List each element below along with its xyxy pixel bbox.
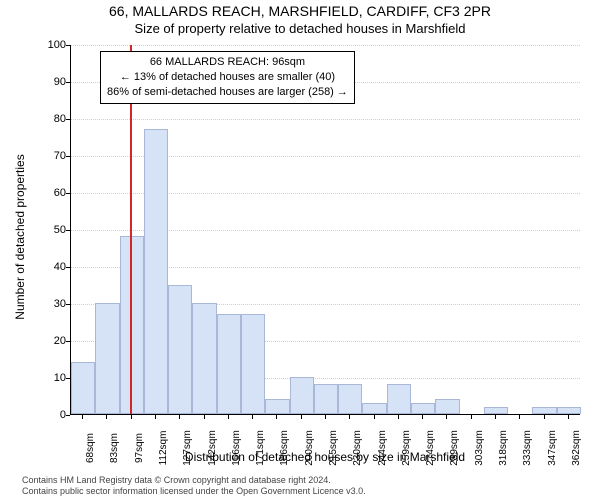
annotation-line: 66 MALLARDS REACH: 96sqm xyxy=(107,55,348,70)
histogram-bar xyxy=(387,384,411,414)
y-tick-mark xyxy=(66,82,70,83)
x-tick-mark xyxy=(155,415,156,419)
y-tick-mark xyxy=(66,415,70,416)
y-tick-label: 20 xyxy=(36,335,66,347)
histogram-bar xyxy=(557,407,581,414)
y-tick-mark xyxy=(66,378,70,379)
histogram-bar xyxy=(120,236,144,414)
x-tick-mark xyxy=(325,415,326,419)
x-tick-mark xyxy=(82,415,83,419)
y-tick-label: 90 xyxy=(36,76,66,88)
histogram-bar xyxy=(71,362,95,414)
histogram-bar xyxy=(411,403,435,414)
histogram-bar xyxy=(435,399,459,414)
x-tick-mark xyxy=(131,415,132,419)
x-tick-mark xyxy=(204,415,205,419)
x-tick-mark xyxy=(471,415,472,419)
y-tick-label: 10 xyxy=(36,372,66,384)
histogram-bar xyxy=(95,303,119,414)
y-tick-label: 30 xyxy=(36,298,66,310)
gridline xyxy=(71,45,580,46)
x-axis-label: Distribution of detached houses by size … xyxy=(70,450,580,464)
chart-title: 66, MALLARDS REACH, MARSHFIELD, CARDIFF,… xyxy=(0,3,600,19)
x-tick-mark xyxy=(349,415,350,419)
y-tick-label: 70 xyxy=(36,150,66,162)
annotation-line: ← 13% of detached houses are smaller (40… xyxy=(107,70,348,85)
histogram-bar xyxy=(290,377,314,414)
x-tick-mark xyxy=(179,415,180,419)
chart-subtitle: Size of property relative to detached ho… xyxy=(0,21,600,36)
x-tick-mark xyxy=(544,415,545,419)
chart-container: 66, MALLARDS REACH, MARSHFIELD, CARDIFF,… xyxy=(0,0,600,500)
y-tick-label: 100 xyxy=(36,39,66,51)
annotation-line: 86% of semi-detached houses are larger (… xyxy=(107,85,348,100)
annotation-box: 66 MALLARDS REACH: 96sqm← 13% of detache… xyxy=(100,51,355,104)
x-tick-mark xyxy=(495,415,496,419)
y-tick-mark xyxy=(66,267,70,268)
histogram-bar xyxy=(532,407,556,414)
x-tick-mark xyxy=(252,415,253,419)
histogram-bar xyxy=(217,314,241,414)
x-tick-mark xyxy=(398,415,399,419)
y-tick-mark xyxy=(66,230,70,231)
x-tick-mark xyxy=(276,415,277,419)
y-tick-label: 80 xyxy=(36,113,66,125)
footer-line-2: Contains public sector information licen… xyxy=(22,486,366,497)
y-tick-mark xyxy=(66,156,70,157)
histogram-bar xyxy=(362,403,386,414)
y-tick-mark xyxy=(66,341,70,342)
y-tick-label: 0 xyxy=(36,409,66,421)
histogram-bar xyxy=(168,285,192,415)
y-axis-label: Number of detached properties xyxy=(13,87,27,387)
histogram-bar xyxy=(241,314,265,414)
y-tick-label: 40 xyxy=(36,261,66,273)
histogram-bar xyxy=(314,384,338,414)
histogram-bar xyxy=(192,303,216,414)
x-tick-mark xyxy=(301,415,302,419)
histogram-bar xyxy=(144,129,168,414)
x-tick-mark xyxy=(519,415,520,419)
x-tick-mark xyxy=(422,415,423,419)
footer-line-1: Contains HM Land Registry data © Crown c… xyxy=(22,475,366,486)
y-tick-label: 60 xyxy=(36,187,66,199)
histogram-bar xyxy=(484,407,508,414)
y-tick-mark xyxy=(66,45,70,46)
x-tick-mark xyxy=(568,415,569,419)
histogram-bar xyxy=(265,399,289,414)
y-tick-mark xyxy=(66,119,70,120)
x-tick-mark xyxy=(446,415,447,419)
footer-attribution: Contains HM Land Registry data © Crown c… xyxy=(22,475,366,498)
x-tick-mark xyxy=(228,415,229,419)
x-tick-mark xyxy=(106,415,107,419)
y-tick-mark xyxy=(66,193,70,194)
x-tick-mark xyxy=(374,415,375,419)
histogram-bar xyxy=(338,384,362,414)
plot-area: 66 MALLARDS REACH: 96sqm← 13% of detache… xyxy=(70,45,580,415)
gridline xyxy=(71,119,580,120)
y-tick-label: 50 xyxy=(36,224,66,236)
y-tick-mark xyxy=(66,304,70,305)
